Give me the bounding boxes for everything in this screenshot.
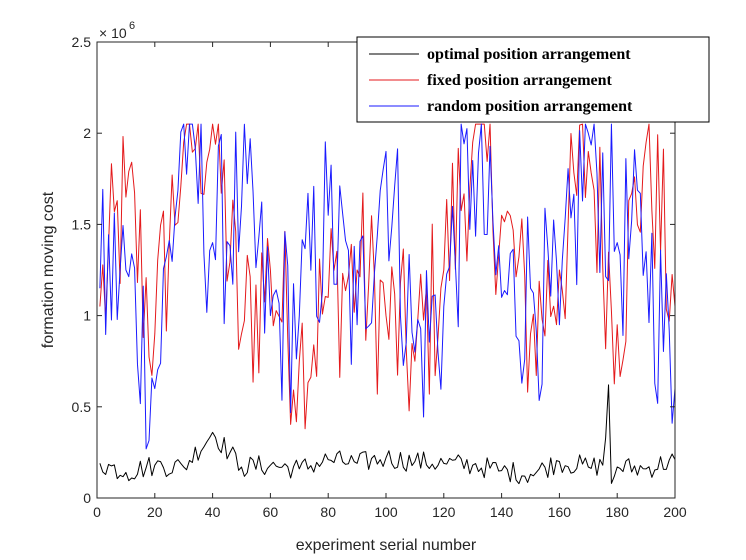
y-axis-exponent-base: × 10 [99, 25, 127, 41]
legend-entry-fixed: fixed position arrangement [427, 72, 613, 89]
x-tick-label: 140 [490, 504, 514, 520]
x-tick-label: 60 [263, 504, 279, 520]
x-tick-label: 200 [663, 504, 687, 520]
y-tick-label: 2 [83, 125, 91, 141]
x-axis-label: experiment serial number [296, 537, 477, 554]
y-tick-label: 1.5 [72, 216, 92, 232]
x-tick-label: 40 [205, 504, 221, 520]
y-tick-label: 0 [83, 490, 91, 506]
y-tick-label: 0.5 [72, 399, 92, 415]
legend: optimal position arrangement fixed positi… [356, 36, 710, 123]
x-tick-label: 120 [432, 504, 456, 520]
legend-entry-optimal: optimal position arrangement [427, 46, 631, 63]
x-tick-label: 0 [93, 504, 101, 520]
series-line-random [99, 123, 676, 450]
x-tick-label: 80 [320, 504, 336, 520]
y-axis-label: formation moving cost [40, 191, 57, 348]
y-tick-label: 2.5 [72, 34, 92, 50]
x-tick-label: 160 [548, 504, 572, 520]
x-tick-label: 20 [147, 504, 163, 520]
legend-entry-random: random position arrangement [427, 98, 633, 115]
x-tick-label: 180 [606, 504, 630, 520]
x-tick-label: 100 [374, 504, 398, 520]
y-tick-label: 1 [83, 308, 91, 324]
y-axis-exponent-power: 6 [129, 20, 135, 32]
series-line-optimal [99, 384, 676, 485]
